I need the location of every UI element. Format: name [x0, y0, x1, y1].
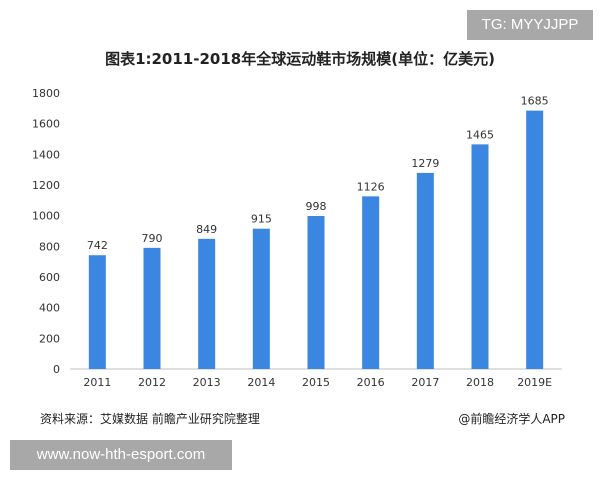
bar: [143, 247, 161, 369]
y-tick-label: 0: [53, 363, 60, 376]
watermark-top: TG: MYYJJPP: [467, 10, 593, 40]
x-tick-label: 2014: [247, 376, 275, 389]
data-label: 849: [196, 223, 217, 236]
data-label: 790: [142, 232, 163, 245]
y-tick-label: 600: [39, 271, 60, 284]
x-tick-label: 2018: [466, 376, 494, 389]
bar: [88, 255, 106, 369]
y-tick-label: 1000: [32, 210, 60, 223]
y-tick-label: 1200: [32, 179, 60, 192]
data-label: 915: [251, 213, 272, 226]
x-tick-label: 2017: [411, 376, 439, 389]
x-tick-label: 2019E: [517, 376, 552, 389]
credit-note: @前瞻经济学人APP: [458, 412, 565, 426]
x-tick-label: 2015: [302, 376, 330, 389]
chart-title: 图表1:2011-2018年全球运动鞋市场规模(单位：亿美元): [105, 50, 495, 68]
source-note: 资料来源：艾媒数据 前瞻产业研究院整理: [40, 412, 260, 426]
y-tick-label: 1800: [32, 87, 60, 100]
bar: [526, 110, 544, 369]
watermark-bottom: www.now-hth-esport.com: [10, 440, 232, 470]
y-tick-label: 1600: [32, 118, 60, 131]
y-tick-label: 1400: [32, 148, 60, 161]
data-label: 1126: [357, 180, 385, 193]
y-tick-label: 200: [39, 332, 60, 345]
data-label: 742: [87, 239, 108, 252]
bar: [198, 238, 216, 369]
bar: [471, 144, 489, 369]
data-label: 1279: [411, 157, 439, 170]
bar: [252, 228, 270, 369]
bar: [416, 172, 434, 369]
y-tick-label: 400: [39, 302, 60, 315]
data-label: 1465: [466, 128, 494, 141]
bar: [307, 215, 325, 369]
y-tick-label: 800: [39, 240, 60, 253]
data-label: 998: [306, 200, 327, 213]
x-tick-label: 2011: [83, 376, 111, 389]
x-tick-label: 2012: [138, 376, 166, 389]
x-tick-label: 2016: [357, 376, 385, 389]
bar: [362, 196, 380, 369]
x-tick-label: 2013: [193, 376, 221, 389]
data-label: 1685: [521, 95, 549, 108]
